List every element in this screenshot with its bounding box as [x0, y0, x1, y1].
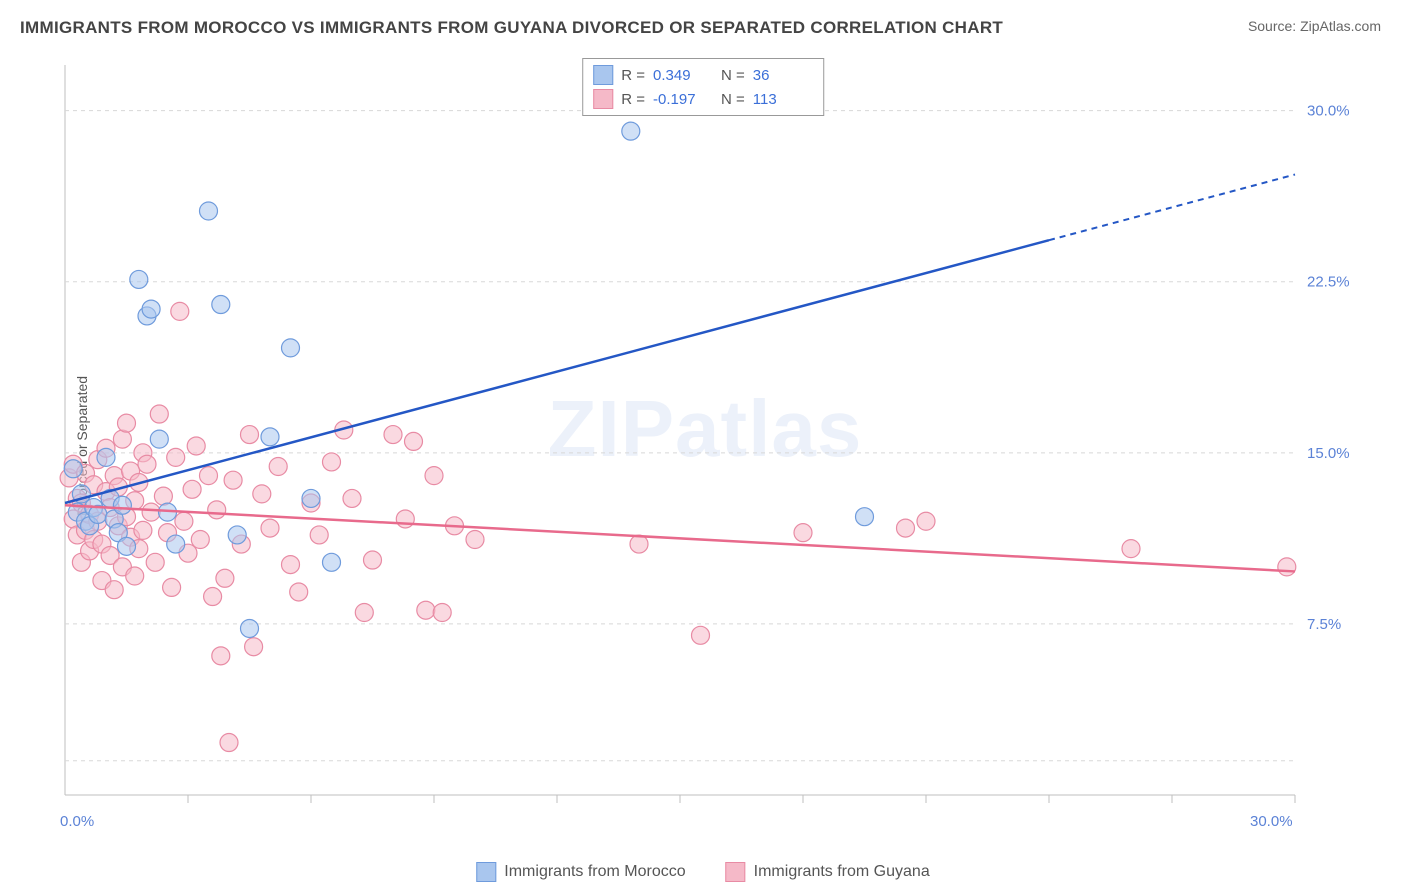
swatch-morocco	[476, 862, 496, 882]
legend-item-guyana: Immigrants from Guyana	[726, 862, 930, 882]
x-tick-label: 30.0%	[1250, 813, 1293, 830]
legend-row-morocco: R = 0.349 N = 36	[593, 63, 813, 87]
svg-text:30.0%: 30.0%	[1307, 103, 1350, 120]
svg-text:15.0%: 15.0%	[1307, 445, 1350, 462]
chart-plot-area: ZIPatlas 15.0%30.0%7.5%22.5%	[55, 55, 1355, 835]
swatch-morocco	[593, 65, 613, 85]
x-tick-label: 0.0%	[60, 813, 94, 830]
legend-correlation: R = 0.349 N = 36 R = -0.197 N = 113	[582, 58, 824, 116]
r-label: R =	[621, 67, 645, 84]
scatter-svg: 15.0% 30.0% 7.5% 22.5%	[55, 55, 1355, 835]
svg-text:7.5%: 7.5%	[1307, 616, 1341, 633]
legend-label: Immigrants from Morocco	[504, 863, 685, 881]
legend-bottom: Immigrants from Morocco Immigrants from …	[476, 862, 929, 882]
n-value-morocco: 36	[753, 67, 813, 84]
r-value-morocco: 0.349	[653, 67, 713, 84]
n-label: N =	[721, 67, 745, 84]
n-value-guyana: 113	[753, 91, 813, 108]
r-value-guyana: -0.197	[653, 91, 713, 108]
source-label: Source: ZipAtlas.com	[1248, 18, 1381, 34]
chart-title: IMMIGRANTS FROM MOROCCO VS IMMIGRANTS FR…	[20, 18, 1003, 38]
swatch-guyana	[726, 862, 746, 882]
legend-row-guyana: R = -0.197 N = 113	[593, 87, 813, 111]
n-label: N =	[721, 91, 745, 108]
legend-item-morocco: Immigrants from Morocco	[476, 862, 685, 882]
legend-label: Immigrants from Guyana	[754, 863, 930, 881]
swatch-guyana	[593, 89, 613, 109]
r-label: R =	[621, 91, 645, 108]
svg-text:22.5%: 22.5%	[1307, 274, 1350, 291]
